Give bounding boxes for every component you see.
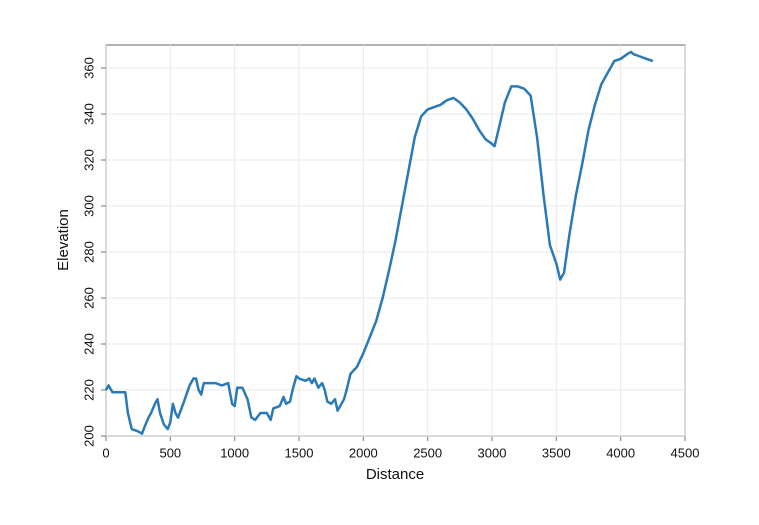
y-tick-label: 200 — [81, 425, 96, 447]
y-tick-label: 360 — [81, 57, 96, 79]
y-tick-label: 300 — [81, 195, 96, 217]
y-tick-label: 240 — [81, 333, 96, 355]
y-axis-label: Elevation — [55, 209, 72, 271]
y-tick-label: 320 — [81, 149, 96, 171]
x-tick-label: 2000 — [349, 445, 378, 460]
x-tick-label: 2500 — [413, 445, 442, 460]
x-tick-label: 1500 — [285, 445, 314, 460]
elevation-line — [104, 50, 654, 435]
x-tick-label: 1000 — [220, 445, 249, 460]
y-tick-label: 260 — [81, 287, 96, 309]
x-tick-label: 3000 — [478, 445, 507, 460]
y-tick-label: 280 — [81, 241, 96, 263]
x-tick-label: 0 — [102, 445, 109, 460]
x-axis-label: Distance — [366, 466, 424, 483]
x-tick-label: 500 — [159, 445, 181, 460]
x-tick-label: 3500 — [542, 445, 571, 460]
x-tick-label: 4000 — [606, 445, 635, 460]
y-tick-label: 340 — [81, 103, 96, 125]
y-tick-label: 220 — [81, 379, 96, 401]
x-tick-label: 4500 — [671, 445, 700, 460]
